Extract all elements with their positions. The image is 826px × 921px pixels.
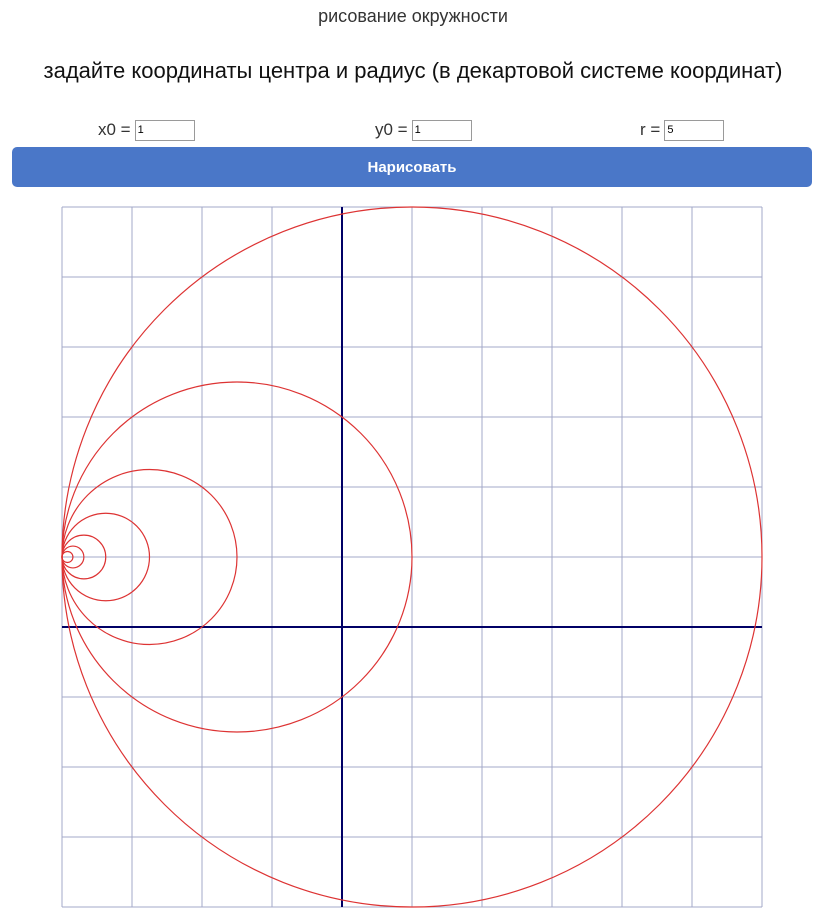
x0-field: x0 = — [98, 117, 195, 143]
page-title: рисование окружности — [318, 6, 508, 26]
draw-button[interactable]: Нарисовать — [12, 147, 812, 187]
axes — [62, 207, 762, 907]
instructions-heading: задайте координаты центра и радиус (в де… — [43, 58, 783, 83]
y0-input[interactable] — [411, 119, 472, 141]
plotted-circle — [61, 550, 74, 564]
circles — [61, 206, 763, 908]
y0-field: y0 = — [375, 117, 472, 143]
x0-label: x0 = — [98, 120, 131, 139]
grid — [61, 206, 763, 908]
x0-input[interactable] — [134, 119, 195, 141]
y0-label: y0 = — [375, 120, 408, 139]
r-input[interactable] — [664, 119, 725, 141]
r-label: r = — [640, 120, 661, 139]
circle-plot — [61, 206, 763, 908]
r-field: r = — [640, 117, 725, 143]
